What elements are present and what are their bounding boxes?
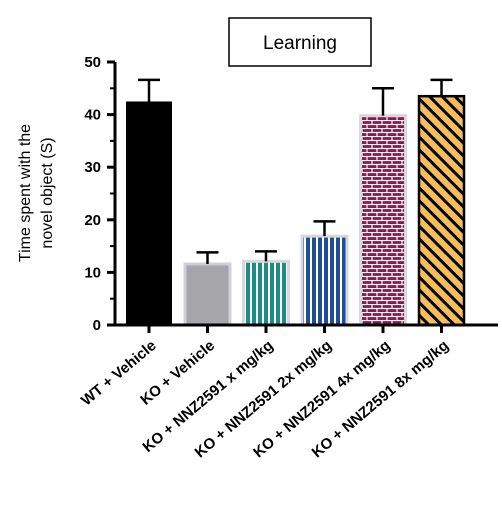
y-tick-label-20: 20 [84, 212, 101, 229]
bar-6 [417, 94, 466, 327]
y-tick-label-40: 40 [84, 107, 101, 124]
bar-3 [242, 259, 290, 327]
y-tick-label-30: 30 [84, 159, 101, 176]
axes-layer [107, 60, 498, 333]
bar-4 [300, 234, 349, 327]
y-tick-label-0: 0 [93, 317, 101, 334]
chart-title: Learning [263, 33, 337, 54]
bar-5 [359, 114, 407, 327]
y-tick-label-50: 50 [84, 54, 101, 71]
title-box [228, 17, 372, 67]
y-axis-title: Time spent with the novel object (S) [17, 124, 56, 262]
bar-2 [183, 262, 232, 327]
y-axis-title-line-1: Time spent with the [17, 124, 34, 262]
bar-1 [126, 101, 172, 326]
bars-layer [126, 78, 466, 327]
y-axis-title-line-2: novel object (S) [39, 137, 56, 248]
y-tick-label-10: 10 [84, 264, 101, 281]
